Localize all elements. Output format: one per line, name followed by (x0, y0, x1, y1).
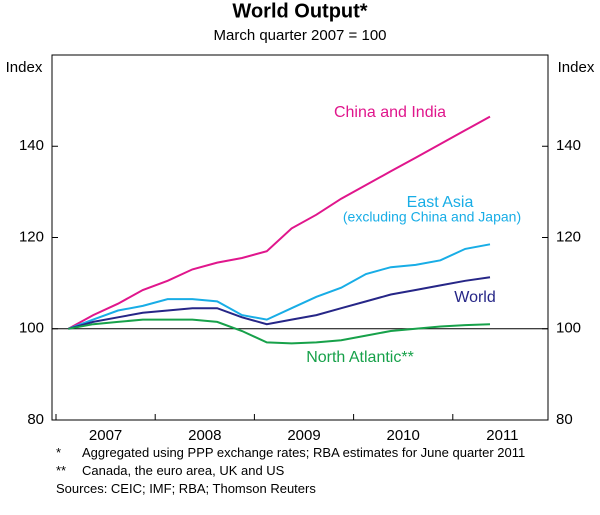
x-tick-label: 2010 (387, 427, 420, 444)
y2-axis-label: Index (558, 59, 595, 76)
series-note: (excluding China and Japan) (343, 209, 521, 225)
y-tick-label: 100 (19, 320, 44, 337)
chart-subtitle: March quarter 2007 = 100 (213, 27, 386, 44)
series-line (68, 276, 491, 330)
footnote: ** Canada, the euro area, UK and US (56, 464, 576, 478)
series-label: North Atlantic** (306, 349, 414, 366)
x-tick-label: 2008 (188, 427, 221, 444)
y2-tick-label: 80 (556, 411, 573, 428)
footnotes: * Aggregated using PPP exchange rates; RB… (56, 446, 576, 496)
y2-tick-label: 140 (556, 137, 581, 154)
x-tick-label: 2007 (89, 427, 122, 444)
y-tick-label: 120 (19, 228, 44, 245)
y-axis-label: Index (6, 59, 43, 76)
footnote-text: Canada, the euro area, UK and US (82, 463, 285, 478)
footnote: * Aggregated using PPP exchange rates; RB… (56, 446, 576, 460)
series-label: East Asia (407, 194, 474, 211)
sources: Sources: CEIC; IMF; RBA; Thomson Reuters (56, 481, 316, 496)
footnote-marker: ** (56, 463, 67, 478)
y-tick-label: 140 (19, 137, 44, 154)
series-label: China and India (334, 104, 446, 121)
x-tick-label: 2011 (486, 427, 518, 444)
plot-frame (51, 54, 549, 421)
series-line (68, 318, 491, 345)
footnote-marker: * (56, 445, 62, 460)
y-tick-label: 80 (27, 411, 44, 428)
series-label: World (454, 289, 496, 306)
y2-tick-label: 100 (556, 320, 581, 337)
chart-title: World Output* (232, 0, 367, 22)
footnote-text: Aggregated using PPP exchange rates; RBA… (82, 445, 526, 460)
series-line (68, 243, 491, 330)
series-line (67, 115, 491, 330)
y2-tick-label: 120 (556, 228, 581, 245)
chart: World Output* March quarter 2007 = 100 I… (6, 0, 595, 444)
x-tick-label: 2009 (287, 427, 320, 444)
